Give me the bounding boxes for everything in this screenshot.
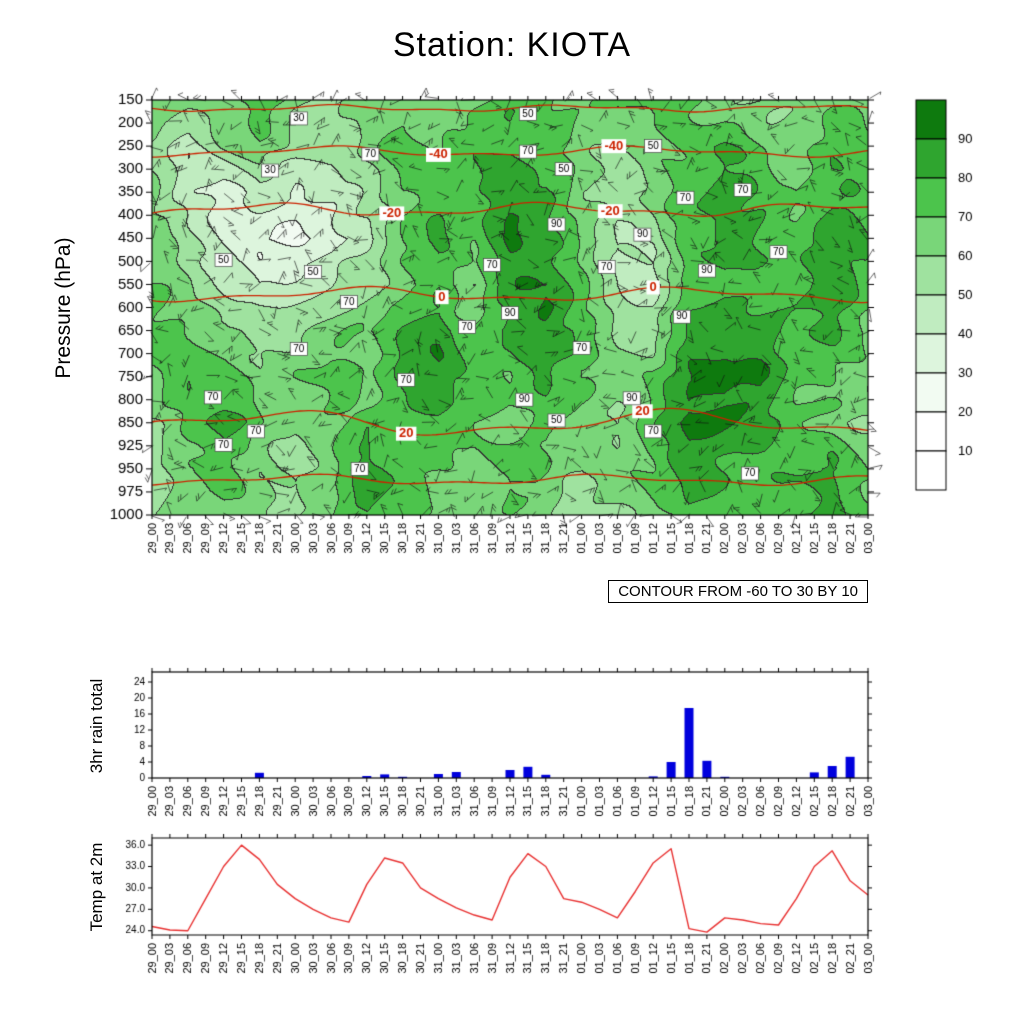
page-title: Station: KIOTA [392,26,632,64]
temp-axis-label: Temp at 2m [87,842,106,932]
rain-axis-label: 3hr rain total [87,678,106,774]
pressure-axis-label: Pressure (hPa) [52,237,75,379]
contour-note: CONTOUR FROM -60 TO 30 BY 10 [608,580,868,603]
